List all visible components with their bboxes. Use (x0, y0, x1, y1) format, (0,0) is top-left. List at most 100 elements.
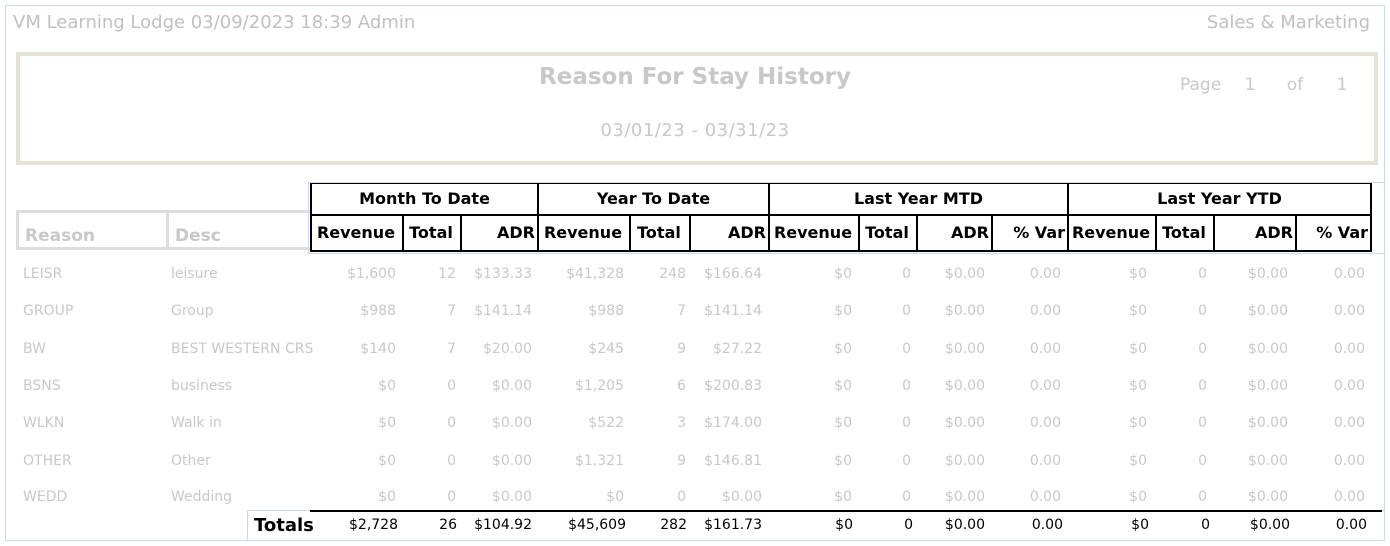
ytd-revenue-cell: $988 (588, 303, 624, 319)
lymtd-revenue-cell: $0 (834, 266, 852, 282)
lyytd-adr-cell: $0.00 (1247, 303, 1288, 319)
lyytd-revenue-cell: $0 (1129, 341, 1147, 357)
reason-cell: OTHER (23, 453, 72, 469)
mtd-total-cell: 7 (447, 341, 456, 357)
ytd-adr-cell: $146.81 (704, 453, 762, 469)
mtd-total-cell: 0 (447, 378, 456, 394)
ytd-revenue-cell: $245 (588, 341, 624, 357)
lyytd-var-cell: 0.00 (1333, 378, 1365, 394)
col-header-lyytd-revenue: Revenue (1067, 214, 1157, 252)
table-row: BSNS business $0 0 $0.00 $1,205 6 $200.83 $0 0 $0.… (0, 378, 1390, 414)
ytd-total-cell: 0 (677, 489, 686, 505)
reason-cell: WLKN (23, 415, 65, 431)
lyytd-total-cell: 0 (1198, 341, 1207, 357)
ytd-adr-cell: $0.00 (721, 489, 762, 505)
ytd-revenue-cell: $0 (606, 489, 624, 505)
reason-cell: BSNS (23, 378, 61, 394)
ytd-adr-cell: $174.00 (704, 415, 762, 431)
lymtd-adr-cell: $0.00 (944, 453, 985, 469)
lymtd-total-cell: 0 (902, 415, 911, 431)
lyytd-var-cell: 0.00 (1333, 266, 1365, 282)
ytd-total-cell: 3 (677, 415, 686, 431)
lyytd-revenue-cell: $0 (1129, 266, 1147, 282)
lyytd-adr-cell: $0.00 (1247, 266, 1288, 282)
mtd-total-cell: 12 (438, 266, 456, 282)
ytd-total-cell: 9 (677, 453, 686, 469)
lymtd-adr-cell: $0.00 (944, 303, 985, 319)
lymtd-var-cell: 0.00 (1029, 378, 1061, 394)
totals-lymtd-adr: $0.00 (944, 517, 985, 533)
page-total: 1 (1336, 75, 1348, 95)
page-indicator: Page 1 of 1 (1180, 75, 1347, 95)
lyytd-adr-cell: $0.00 (1247, 378, 1288, 394)
totals-lymtd-revenue: $0 (835, 517, 853, 533)
ytd-adr-cell: $141.14 (704, 303, 762, 319)
desc-cell: BEST WESTERN CRS (171, 341, 314, 357)
lyytd-var-cell: 0.00 (1333, 303, 1365, 319)
mtd-adr-cell: $0.00 (491, 489, 532, 505)
lymtd-revenue-cell: $0 (834, 341, 852, 357)
reason-cell: LEISR (23, 266, 63, 282)
title-box (16, 52, 1378, 165)
totals-lyytd-revenue: $0 (1131, 517, 1149, 533)
lyytd-revenue-cell: $0 (1129, 415, 1147, 431)
desc-cell: Group (171, 303, 214, 319)
desc-cell: Walk in (171, 415, 222, 431)
reason-header-label: Reason (25, 226, 95, 246)
totals-lyytd-var: 0.00 (1335, 517, 1367, 533)
totals-lymtd-total: 0 (904, 517, 913, 533)
mtd-total-cell: 7 (447, 303, 456, 319)
ytd-revenue-cell: $1,205 (575, 378, 624, 394)
lymtd-total-cell: 0 (902, 266, 911, 282)
lyytd-total-cell: 0 (1198, 303, 1207, 319)
lyytd-revenue-cell: $0 (1129, 303, 1147, 319)
page-number: 1 (1244, 75, 1256, 95)
ytd-adr-cell: $166.64 (704, 266, 762, 282)
reason-cell: WEDD (23, 489, 68, 505)
reason-cell: BW (23, 341, 46, 357)
desc-cell: business (171, 378, 233, 394)
desc-cell: Wedding (171, 489, 233, 505)
mtd-adr-cell: $0.00 (491, 378, 532, 394)
lyytd-adr-cell: $0.00 (1247, 489, 1288, 505)
lymtd-var-cell: 0.00 (1029, 341, 1061, 357)
col-header-ytd-adr: ADR (689, 214, 770, 252)
totals-ytd-adr: $161.73 (704, 517, 762, 533)
lymtd-revenue-cell: $0 (834, 378, 852, 394)
lymtd-total-cell: 0 (902, 453, 911, 469)
lyytd-total-cell: 0 (1198, 453, 1207, 469)
mtd-total-cell: 0 (447, 415, 456, 431)
lyytd-total-cell: 0 (1198, 489, 1207, 505)
col-header-lyytd-total: Total (1155, 214, 1215, 252)
col-header-lyytd-var: % Var (1295, 214, 1372, 252)
lyytd-adr-cell: $0.00 (1247, 415, 1288, 431)
table-row: LEISR leisure $1,600 12 $133.33 $41,328 248 $16… (0, 266, 1390, 302)
mtd-revenue-cell: $0 (378, 453, 396, 469)
lymtd-adr-cell: $0.00 (944, 266, 985, 282)
lymtd-adr-cell: $0.00 (944, 378, 985, 394)
col-header-mtd-adr: ADR (460, 214, 539, 252)
lymtd-var-cell: 0.00 (1029, 453, 1061, 469)
mtd-revenue-cell: $1,600 (347, 266, 396, 282)
group-header-ly-ytd: Last Year YTD (1067, 182, 1372, 216)
mtd-total-cell: 0 (447, 453, 456, 469)
totals-divider (310, 510, 1382, 512)
mtd-revenue-cell: $0 (378, 415, 396, 431)
group-header-ytd: Year To Date (537, 182, 770, 216)
totals-label: Totals (254, 515, 314, 536)
lyytd-total-cell: 0 (1198, 378, 1207, 394)
mtd-revenue-cell: $140 (360, 341, 396, 357)
ytd-revenue-cell: $41,328 (566, 266, 624, 282)
col-header-mtd-total: Total (402, 214, 462, 252)
lyytd-revenue-cell: $0 (1129, 489, 1147, 505)
lyytd-adr-cell: $0.00 (1247, 341, 1288, 357)
desc-cell: leisure (171, 266, 218, 282)
ytd-revenue-cell: $1,321 (575, 453, 624, 469)
ytd-total-cell: 6 (677, 378, 686, 394)
totals-lyytd-adr: $0.00 (1249, 517, 1290, 533)
of-label: of (1286, 75, 1304, 95)
page-label: Page (1180, 75, 1222, 95)
lymtd-revenue-cell: $0 (834, 303, 852, 319)
reason-cell: GROUP (23, 303, 74, 319)
mtd-revenue-cell: $0 (378, 489, 396, 505)
